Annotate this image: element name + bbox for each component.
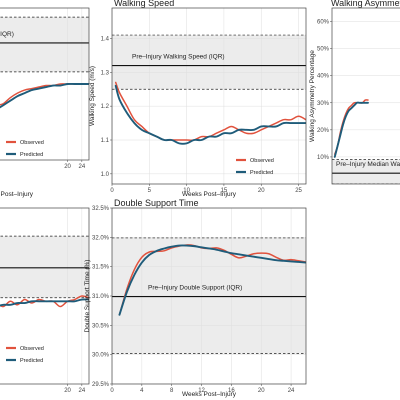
plot-background: [112, 8, 306, 184]
y-axis-label: Walking Speed (m/s): [89, 66, 96, 126]
panel-p1: (IQR) 20 24 Weeks Post–Injury Observed Predic…: [0, 7, 90, 198]
x-axis-label: Weeks Post–Injury: [182, 391, 237, 398]
x-axis-label: Weeks Post–Injury: [182, 191, 237, 198]
y-tick-label: 1.3: [101, 70, 110, 76]
iqr-band: [112, 237, 306, 354]
series-predicted-line: [118, 244, 306, 316]
x-tick-label: 24: [79, 164, 86, 170]
legend-label-predicted: Predicted: [20, 152, 43, 158]
series-predicted-line: [114, 84, 306, 145]
legend: Observed Predicted: [6, 346, 44, 364]
panel-border: [0, 207, 90, 385]
series-predicted-line: [0, 82, 89, 109]
series-predicted-line: [0, 298, 89, 307]
legend-label-observed: Observed: [250, 158, 274, 164]
y-tick-label: 1.0: [101, 172, 110, 178]
y-tick-label: 1.1: [101, 138, 110, 144]
legend-label-predicted: Predicted: [20, 358, 43, 364]
iqr-annotation: Pre–Injury Median Wa: [336, 161, 400, 168]
legend: Observed Predicted: [236, 158, 274, 176]
y-tick-label: 31.0%: [92, 294, 110, 300]
y-tick-label: 10%: [317, 155, 330, 161]
x-tick-label: 12: [198, 388, 205, 394]
y-axis-label: Double Support Time (%): [84, 260, 91, 333]
x-tick-label: 24: [288, 388, 295, 394]
panel-p2: Pre–Injury Walking Speed (IQR) Walking Sp…: [89, 0, 307, 198]
plot-background: [332, 8, 400, 184]
iqr-band: [332, 159, 400, 184]
y-tick-label: 40%: [317, 74, 330, 80]
x-tick-label: 0: [110, 188, 114, 194]
series-observed-line: [0, 295, 89, 308]
panel-border: [111, 7, 307, 185]
y-tick-label: 1.2: [101, 104, 110, 110]
panel-border: [0, 7, 90, 161]
x-tick-label: 20: [64, 164, 71, 170]
x-tick-label: 16: [228, 388, 235, 394]
panel-p5: Pre–Injury Double Support (IQR) Double Su…: [84, 198, 307, 398]
x-tick-label: 20: [258, 388, 265, 394]
series-predicted-line: [333, 101, 369, 158]
y-tick-label: 30.5%: [92, 323, 110, 329]
iqr-annotation: Pre–Injury Double Support (IQR): [148, 285, 242, 292]
x-tick-label: 15: [221, 188, 228, 194]
x-axis-label: Weeks Post–Injury: [0, 191, 34, 198]
x-tick-label: 4: [140, 388, 144, 394]
x-tick-label: 24: [79, 388, 86, 394]
y-tick-label: 29.5%: [92, 382, 110, 388]
y-tick-label: 30.0%: [92, 353, 110, 359]
legend-label-observed: Observed: [20, 346, 44, 352]
iqr-annotation: (IQR): [0, 31, 14, 38]
panel-border: [331, 7, 400, 185]
y-tick-label: 20%: [317, 128, 330, 134]
legend-label-observed: Observed: [20, 140, 44, 146]
iqr-band: [0, 236, 89, 298]
legend: Observed Predicted: [6, 140, 44, 158]
iqr-band: [112, 35, 306, 90]
panel-title: Double Support Time: [114, 198, 199, 208]
x-tick-label: 20: [258, 188, 265, 194]
y-tick-label: 32.0%: [92, 235, 110, 241]
y-tick-label: 50%: [317, 47, 330, 53]
y-axis-label: Walking Asymmetry Percentage: [309, 50, 316, 142]
x-tick-label: 25: [295, 188, 302, 194]
x-tick-label: 5: [148, 188, 152, 194]
y-tick-label: 30%: [317, 101, 330, 107]
iqr-annotation: Pre–Injury Walking Speed (IQR): [132, 54, 225, 61]
panel-p4: 20 24 Observed Predicted: [0, 207, 90, 394]
x-tick-label: 0: [110, 388, 114, 394]
y-tick-label: 1.4: [101, 36, 110, 42]
panel-title: Walking Asymmetry: [331, 0, 400, 8]
y-tick-label: 32.5%: [92, 206, 110, 212]
panel-title: Walking Speed: [114, 0, 174, 8]
panel-p3: Pre–Injury Median Wa Walking Asymmetry 10%…: [309, 0, 400, 185]
y-tick-label: 60%: [317, 20, 330, 26]
legend-label-predicted: Predicted: [250, 170, 273, 176]
x-tick-label: 8: [170, 388, 174, 394]
x-tick-label: 10: [183, 188, 190, 194]
y-tick-label: 31.5%: [92, 265, 110, 271]
iqr-band: [0, 17, 89, 72]
x-tick-label: 20: [64, 388, 71, 394]
